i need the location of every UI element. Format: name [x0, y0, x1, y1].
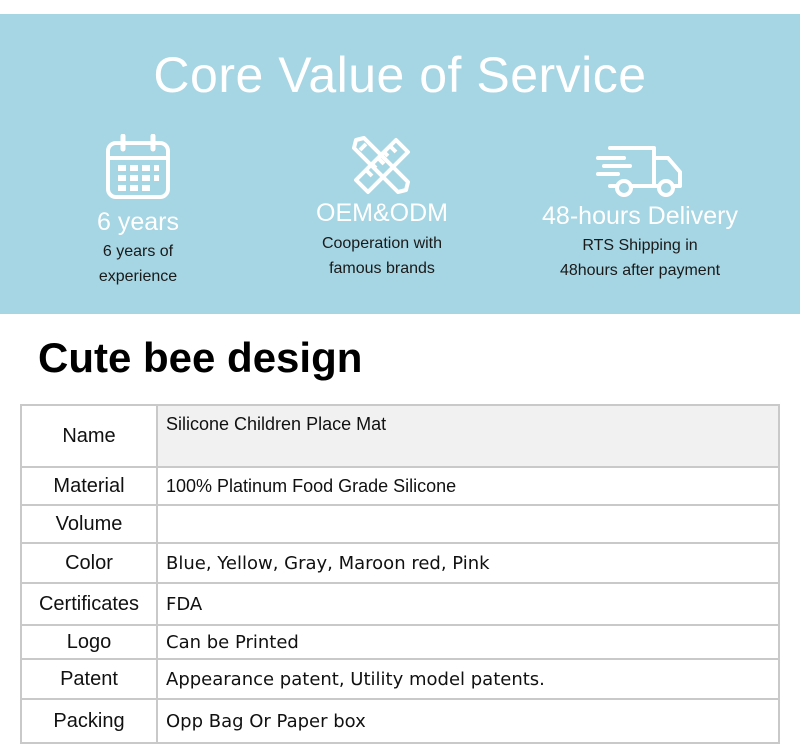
feature-desc-line2: experience	[98, 268, 178, 285]
row-label: Name	[20, 404, 158, 468]
row-value: Blue, Yellow, Gray, Maroon red, Pink	[156, 542, 780, 584]
table-row: Name Silicone Children Place Mat	[20, 404, 780, 468]
feature-delivery: 48-hours Delivery RTS Shipping in 48hour…	[520, 134, 760, 283]
row-label: Volume	[20, 504, 158, 544]
table-row: Logo Can be Printed	[20, 624, 780, 660]
row-label: Material	[20, 466, 158, 506]
banner-title: Core Value of Service	[153, 47, 647, 103]
feature-desc-line2: famous brands	[329, 260, 435, 277]
row-value: Silicone Children Place Mat	[156, 404, 780, 468]
table-row: Packing Opp Bag Or Paper box	[20, 698, 780, 744]
feature-desc-line1: RTS Shipping in	[582, 237, 698, 254]
table-row: Material 100% Platinum Food Grade Silico…	[20, 466, 780, 506]
row-label: Color	[20, 542, 158, 584]
feature-experience: 6 years 6 years of experience	[58, 134, 218, 289]
calendar-icon	[106, 134, 170, 199]
feature-oem-odm: OEM&ODM Cooperation with famous brands	[290, 134, 474, 281]
row-value	[156, 504, 780, 544]
feature-desc-line1: 6 years of	[102, 243, 174, 260]
feature-title: OEM&ODM	[316, 199, 448, 227]
table-row: Color Blue, Yellow, Gray, Maroon red, Pi…	[20, 542, 780, 584]
row-value: FDA	[156, 582, 780, 626]
pencil-ruler-icon	[352, 136, 410, 194]
table-row: Volume	[20, 504, 780, 544]
row-label: Certificates	[20, 582, 158, 626]
row-label: Patent	[20, 658, 158, 700]
row-value: Appearance patent, Utility model patents…	[156, 658, 780, 700]
table-row: Certificates FDA	[20, 582, 780, 626]
feature-title: 48-hours Delivery	[542, 202, 738, 230]
table-row: Patent Appearance patent, Utility model …	[20, 658, 780, 700]
feature-desc-line2: 48hours after payment	[559, 262, 721, 279]
feature-desc-line1: Cooperation with	[321, 235, 443, 252]
row-value: Can be Printed	[156, 624, 780, 660]
delivery-truck-icon	[596, 146, 682, 197]
row-value: 100% Platinum Food Grade Silicone	[156, 466, 780, 506]
row-label: Packing	[20, 698, 158, 744]
row-label: Logo	[20, 624, 158, 660]
spec-table: Name Silicone Children Place Mat Materia…	[20, 404, 780, 744]
section-heading: Cute bee design	[38, 334, 363, 381]
row-value: Opp Bag Or Paper box	[156, 698, 780, 744]
feature-title: 6 years	[97, 208, 179, 236]
service-banner: Core Value of Service 6 years 6 years of…	[0, 14, 800, 314]
